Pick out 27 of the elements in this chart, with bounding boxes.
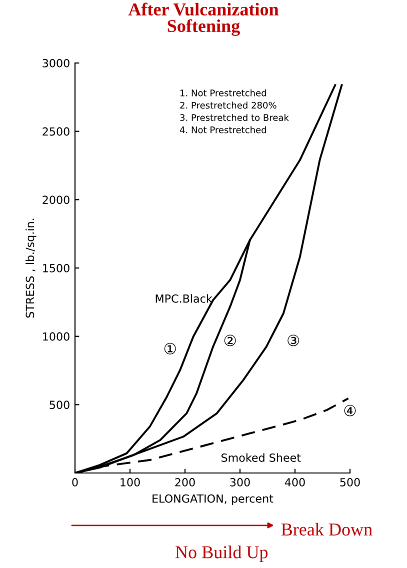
- x-tick-label: 300: [230, 478, 250, 486]
- x-tick-label: 0: [72, 478, 78, 486]
- series-label: ③: [288, 334, 300, 346]
- y-tick-label: 2000: [42, 196, 70, 204]
- y-tick-label: 1500: [43, 264, 70, 272]
- annotation: 4. Not Prestretched: [180, 126, 266, 134]
- series-label: ①: [164, 342, 176, 354]
- annotation: 3. Prestretched to Break: [180, 114, 289, 121]
- y-tick-label: 500: [50, 400, 70, 410]
- x-tick-label: 100: [120, 478, 140, 486]
- series-label: ④: [344, 404, 356, 416]
- annotation: 1. Not Prestretched: [180, 89, 266, 96]
- x-tick-label: 200: [175, 478, 195, 486]
- y-axis-title: STRESS , lb./sq.in.: [26, 218, 36, 318]
- annotation: Smoked Sheet: [221, 453, 301, 462]
- x-tick-label: 500: [340, 478, 360, 486]
- x-axis-title: ELONGATION, percent: [152, 494, 274, 505]
- annotation: 2. Prestretched 280%: [180, 102, 276, 109]
- x-tick-label: 400: [284, 478, 305, 486]
- y-tick-label: 1000: [43, 332, 70, 341]
- chart-title: After Vulcanization Softening: [128, 2, 279, 36]
- annotation: MPC.Black: [156, 294, 212, 303]
- y-tick-label: 3000: [42, 58, 70, 68]
- text: No Build Up: [176, 546, 268, 562]
- text: Break Down: [281, 522, 372, 536]
- y-tick-label: 2500: [42, 127, 70, 136]
- series-label: ②: [224, 334, 236, 346]
